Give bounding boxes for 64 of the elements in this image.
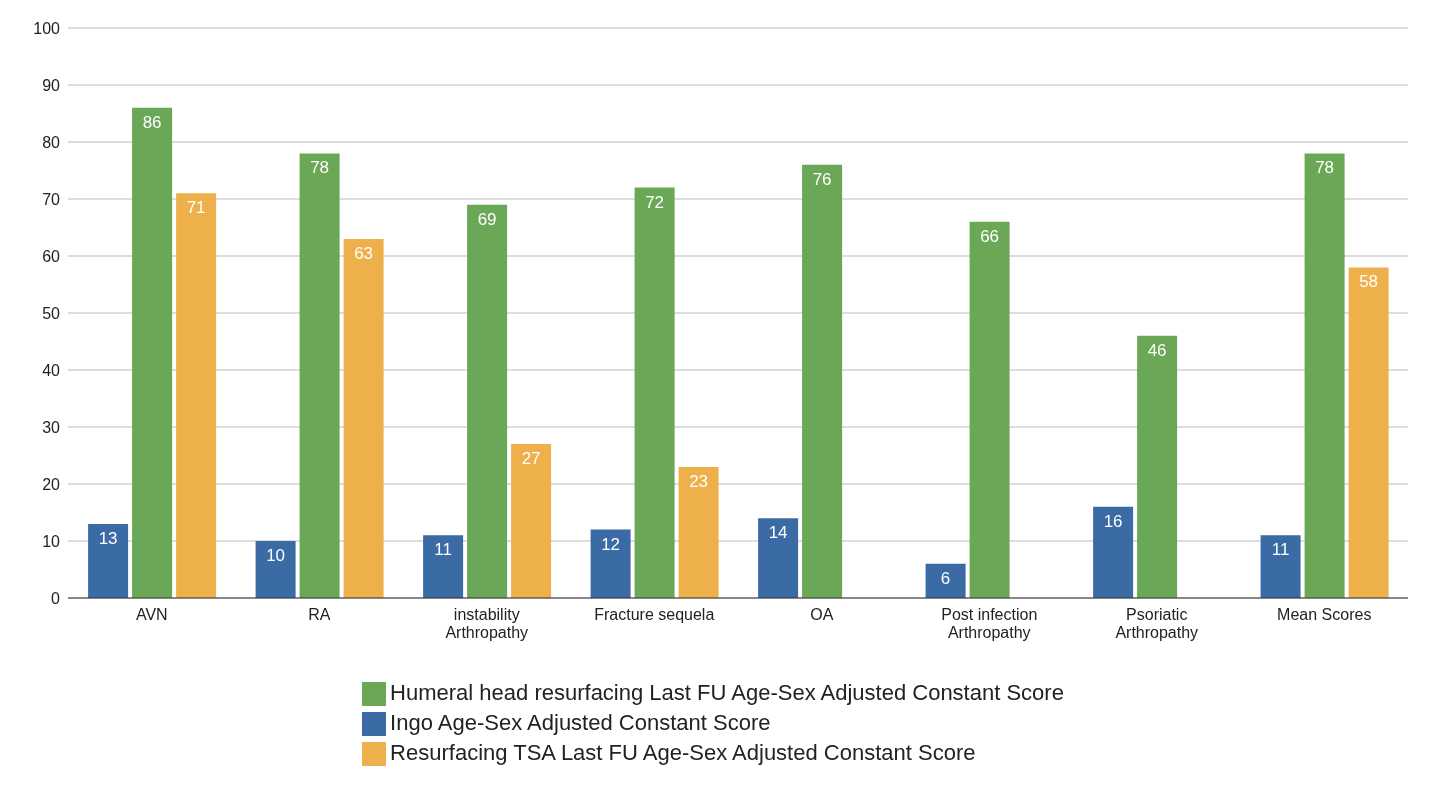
legend-label: Ingo Age-Sex Adjusted Constant Score	[390, 710, 771, 735]
x-tick-label: Post infection Arthropathy	[941, 606, 1038, 641]
data-label: 58	[1359, 272, 1379, 292]
data-label: 12	[601, 534, 621, 554]
bar	[1137, 335, 1178, 598]
x-tick-label: Psoriatic Arthropathy	[1115, 606, 1199, 641]
x-tick-label: instability Arthropathy	[445, 606, 529, 641]
x-tick-label: OA	[810, 606, 834, 623]
y-tick-label: 70	[42, 190, 61, 208]
legend-label: Humeral head resurfacing Last FU Age-Sex Adjusted Constant Score	[390, 680, 1064, 705]
y-tick-label: 0	[51, 589, 61, 607]
data-label: 66	[980, 226, 1000, 246]
data-label: 78	[310, 158, 330, 178]
bar	[802, 164, 843, 598]
data-label: 14	[768, 523, 788, 543]
data-label: 71	[186, 198, 206, 218]
y-tick-label: 60	[42, 247, 61, 265]
data-label: 13	[98, 528, 118, 548]
bar	[969, 221, 1010, 598]
bar	[634, 187, 675, 598]
data-label: 63	[354, 243, 374, 263]
y-tick-label: 90	[42, 76, 61, 94]
bar	[1348, 267, 1389, 598]
data-label: 16	[1103, 511, 1123, 531]
data-label: 10	[266, 546, 286, 566]
bar	[467, 204, 508, 598]
x-tick-label: Mean Scores	[1277, 606, 1372, 623]
data-label: 46	[1147, 340, 1167, 360]
x-tick-label: RA	[308, 606, 331, 623]
data-label: 72	[645, 192, 665, 212]
data-label: 78	[1315, 158, 1335, 178]
data-label: 76	[812, 169, 832, 189]
bar	[590, 529, 631, 598]
data-label: 11	[434, 540, 452, 560]
data-label: 6	[940, 568, 951, 588]
y-tick-label: 30	[42, 418, 61, 436]
x-tick-label: AVN	[135, 606, 168, 623]
y-tick-label: 100	[33, 19, 61, 37]
bar	[925, 563, 966, 598]
data-label: 27	[521, 449, 541, 469]
bar	[343, 238, 384, 598]
bar	[1260, 535, 1301, 598]
y-tick-label: 80	[42, 133, 61, 151]
data-label: 86	[142, 112, 162, 132]
data-label: 23	[689, 471, 709, 491]
x-tick-label: Fracture sequela	[594, 606, 715, 623]
bar	[255, 541, 296, 598]
data-label: 11	[1271, 540, 1290, 560]
bar	[678, 466, 719, 598]
y-tick-label: 10	[42, 532, 61, 550]
y-tick-label: 20	[42, 475, 61, 493]
y-tick-label: 50	[42, 304, 61, 322]
bar	[511, 444, 552, 598]
bar	[88, 523, 129, 598]
bar	[299, 153, 340, 598]
y-tick-label: 40	[42, 361, 61, 379]
bar	[423, 535, 464, 598]
legend-label: Resurfacing TSA Last FU Age-Sex Adjusted Constant Score	[390, 740, 976, 765]
bar	[132, 107, 173, 598]
bar	[758, 518, 799, 598]
data-label: 69	[477, 209, 497, 229]
bar	[1304, 153, 1345, 598]
bar	[176, 193, 217, 598]
bar	[1093, 506, 1134, 598]
